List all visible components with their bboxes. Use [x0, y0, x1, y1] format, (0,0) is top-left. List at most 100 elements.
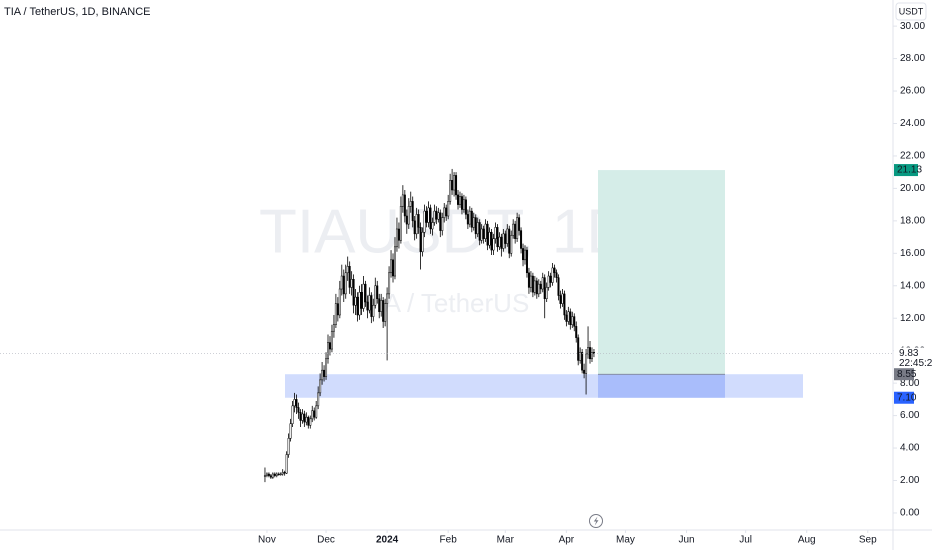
candle-body: [370, 295, 373, 317]
candle-body: [336, 303, 339, 316]
candle-body: [307, 416, 310, 426]
candle-body: [267, 473, 270, 476]
candle-body: [543, 277, 546, 300]
candle-body: [338, 288, 341, 316]
entry-label: 8.55: [897, 369, 917, 380]
candle-body: [315, 405, 318, 418]
candle-body: [303, 413, 306, 423]
candle-body: [443, 207, 446, 218]
candle-body: [486, 223, 489, 246]
candle-body: [317, 392, 320, 407]
x-tick-label: Jul: [739, 535, 752, 546]
candle-body: [551, 267, 554, 283]
candle-body: [285, 454, 288, 474]
candle-body: [297, 407, 300, 413]
candle-body: [435, 210, 438, 220]
currency-box[interactable]: [895, 2, 927, 21]
candle-body: [447, 201, 450, 217]
x-tick-label: May: [616, 535, 635, 546]
candle-body: [299, 412, 302, 421]
candle-body: [271, 473, 274, 478]
candle-body: [390, 259, 393, 274]
candle-body: [366, 301, 369, 311]
x-tick-label: Sep: [859, 535, 877, 546]
candle-body: [512, 223, 515, 236]
candle-body: [350, 279, 353, 288]
candle-body: [376, 285, 379, 300]
candle-body: [524, 249, 527, 261]
candle-body: [393, 246, 396, 277]
x-tick-label: Nov: [258, 535, 276, 546]
candle-body: [535, 280, 538, 295]
y-tick-label: 30.00: [900, 21, 925, 32]
candle-body: [344, 272, 347, 295]
candle-body: [537, 283, 540, 295]
candle-body: [429, 207, 432, 230]
x-tick-label: Aug: [798, 535, 816, 546]
candle-body: [508, 228, 511, 254]
candle-body: [460, 196, 463, 210]
zones: [285, 170, 803, 398]
entry-label-bg: [894, 368, 914, 381]
candle-body: [415, 214, 418, 235]
candle-body: [392, 259, 395, 277]
candles: [263, 168, 595, 483]
candle-body: [581, 352, 584, 371]
candle-body: [433, 210, 436, 223]
candle-body: [500, 236, 503, 249]
candle-body: [413, 220, 416, 235]
candle-body: [498, 236, 501, 248]
candle-body: [263, 475, 266, 477]
chart-title: TIA / TetherUS, 1D, BINANCE: [4, 6, 151, 18]
candle-body: [474, 217, 477, 235]
y-tick-label: 16.00: [900, 248, 925, 259]
y-tick-label: 2.00: [900, 475, 920, 486]
candle-body: [492, 238, 495, 251]
candle-body: [494, 227, 497, 239]
candle-body: [374, 285, 377, 306]
candle-body: [453, 175, 456, 191]
candle-body: [490, 231, 493, 251]
candle-body: [476, 222, 479, 235]
candle-body: [480, 228, 483, 241]
candle-body: [462, 199, 465, 210]
candle-body: [470, 210, 473, 228]
last-price-label: 9.83: [899, 348, 919, 359]
candle-body: [563, 293, 566, 316]
x-tick-label: Mar: [497, 535, 515, 546]
candle-body: [533, 280, 536, 293]
candle-body: [559, 295, 562, 304]
candle-body: [283, 472, 286, 474]
candle-body: [478, 222, 481, 241]
candle-body: [311, 410, 314, 420]
candle-body: [332, 324, 335, 332]
candle-body: [518, 217, 521, 231]
candle-body: [567, 311, 570, 322]
candle-body: [545, 287, 548, 300]
candle-body: [372, 304, 375, 317]
candle-body: [577, 337, 580, 361]
candle-body: [301, 413, 304, 421]
replay-icon[interactable]: [589, 514, 603, 528]
candle-body: [403, 194, 406, 217]
candle-body: [279, 473, 282, 476]
candle-body: [384, 303, 387, 322]
candle-body: [386, 293, 389, 304]
candle-body: [419, 227, 422, 252]
candle-body: [510, 235, 513, 254]
candle-body: [330, 330, 333, 350]
candle-body: [401, 194, 404, 207]
candle-body: [539, 283, 542, 290]
candle-body: [587, 347, 590, 355]
candle-body: [455, 175, 458, 196]
last-price-label-bg: [894, 347, 932, 370]
candle-body: [395, 228, 398, 248]
y-tick-label: 18.00: [900, 216, 925, 227]
candle-body: [265, 473, 268, 476]
y-tick-label: 22.00: [900, 151, 925, 162]
y-tick-label: 24.00: [900, 118, 925, 129]
candle-body: [399, 206, 402, 241]
candle-body: [441, 217, 444, 231]
candle-body: [590, 352, 593, 360]
target-label: 21.13: [897, 165, 922, 176]
